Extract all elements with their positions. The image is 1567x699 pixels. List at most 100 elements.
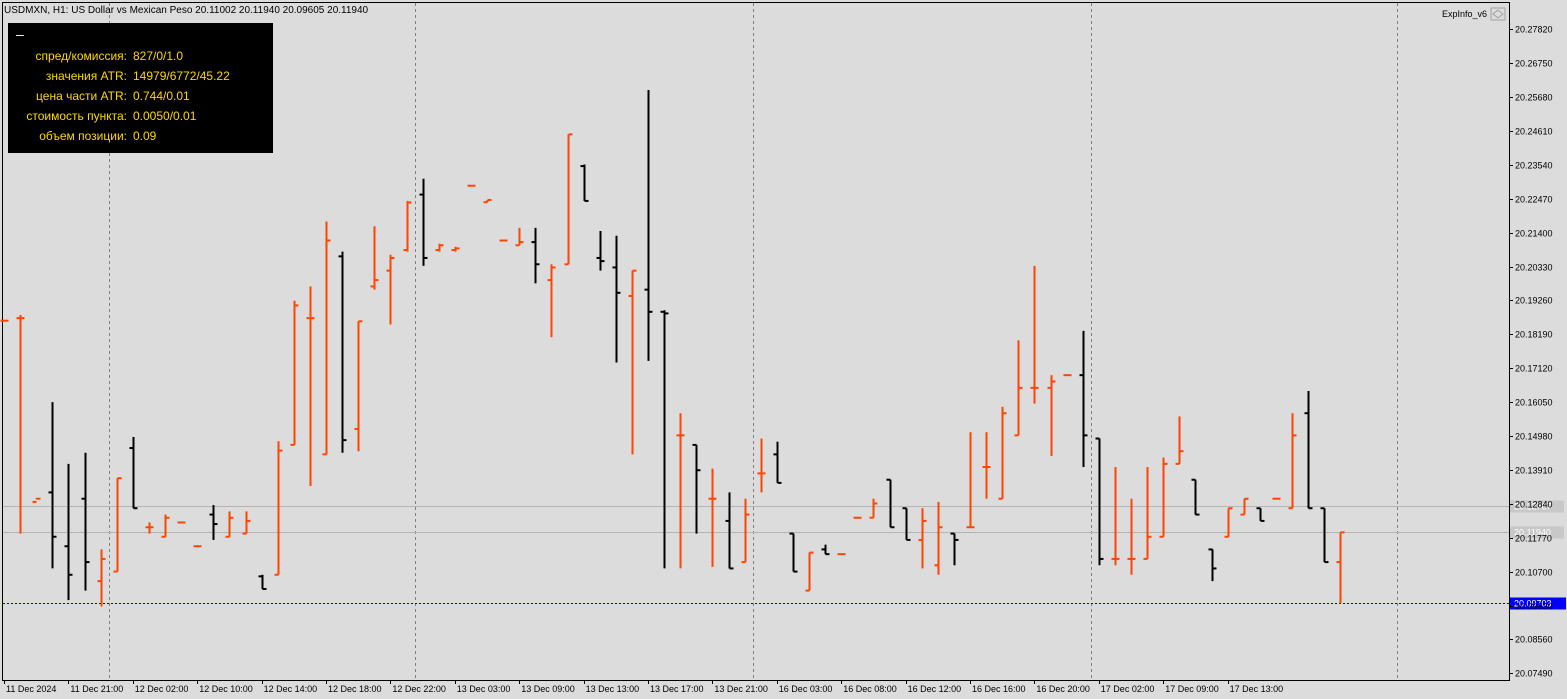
ohlc-bar	[81, 452, 90, 591]
y-tick-label: 20.27820	[1515, 25, 1553, 35]
ohlc-bar	[966, 432, 975, 529]
ohlc-bar	[708, 468, 717, 567]
ohlc-bar	[161, 514, 170, 538]
x-tick-label: 12 Dec 10:00	[199, 684, 253, 694]
ohlc-bar	[177, 521, 186, 524]
ohlc-bar	[773, 441, 782, 484]
info-row-spread: спред/комиссия: 827/0/1.0	[8, 46, 273, 66]
y-tick-label: 20.25680	[1515, 93, 1553, 103]
y-tick-label: 20.10700	[1515, 568, 1553, 578]
info-value: 14979/6772/45.22	[133, 69, 230, 83]
ohlc-bar	[692, 443, 701, 534]
plot-frame	[2, 2, 1510, 681]
ohlc-bar	[1111, 467, 1120, 566]
ohlc-bar	[258, 574, 267, 591]
ohlc-bar	[564, 133, 573, 266]
ohlc-bar	[483, 198, 492, 204]
ohlc-bar	[1288, 413, 1297, 510]
info-value: 827/0/1.0	[133, 49, 184, 63]
y-tick-label: 20.28890	[1515, 0, 1553, 1]
ohlc-bar	[821, 544, 830, 556]
x-tick-label: 12 Dec 18:00	[328, 684, 382, 694]
ohlc-bar	[1320, 507, 1329, 564]
ohlc-bar	[886, 478, 895, 529]
y-tick-label: 20.17120	[1515, 364, 1553, 374]
ohlc-bar	[789, 532, 798, 573]
ohlc-bar	[1256, 507, 1265, 522]
x-tick-label: 16 Dec 03:00	[779, 684, 833, 694]
x-tick-label: 17 Dec 02:00	[1101, 684, 1155, 694]
ohlc-bar	[612, 235, 621, 363]
x-tick-label: 17 Dec 13:00	[1230, 684, 1284, 694]
ohlc-bar	[242, 511, 251, 535]
expert-name: ExpInfo_v6	[1442, 9, 1487, 19]
x-tick-label: 13 Dec 21:00	[714, 684, 768, 694]
ohlc-bar	[1272, 497, 1281, 500]
info-label: значения ATR:	[45, 69, 127, 83]
info-label: стоимость пункта:	[26, 109, 127, 123]
ohlc-bar	[274, 441, 283, 576]
ohlc-bar	[869, 498, 878, 519]
ohlc-bar	[1191, 478, 1200, 516]
y-tick-label: 20.23540	[1515, 161, 1553, 171]
expert-hat-icon[interactable]	[1490, 7, 1506, 21]
ohlc-bar	[64, 463, 73, 601]
ohlc-bar	[467, 184, 476, 187]
ohlc-bar	[596, 231, 605, 271]
info-row-atr: значения ATR: 14979/6772/45.22	[8, 66, 273, 86]
y-tick-label: 20.11770	[1515, 534, 1552, 544]
x-tick-label: 13 Dec 13:00	[586, 684, 640, 694]
ohlc-bar	[145, 522, 154, 534]
ohlc-bar	[354, 320, 363, 452]
y-tick-label: 20.07490	[1515, 669, 1553, 679]
y-tick-label: 20.16050	[1515, 398, 1553, 408]
bid-badge	[1510, 597, 1566, 610]
ohlc-bar	[419, 178, 428, 266]
ohlc-bar	[1143, 467, 1152, 560]
ohlc-bar	[547, 264, 556, 338]
info-label: спред/комиссия:	[35, 49, 127, 63]
ohlc-bar	[757, 438, 766, 493]
y-tick-label: 20.14980	[1515, 432, 1553, 442]
symbol-info: USDMXN, H1: US Dollar vs Mexican Peso 20…	[4, 5, 369, 16]
ohlc-bar	[1175, 416, 1184, 465]
ohlc-bar	[97, 549, 106, 607]
ohlc-bar	[113, 477, 122, 573]
ohlc-bar	[48, 402, 57, 569]
ohlc-bar	[1030, 265, 1039, 404]
y-tick-label: 20.20330	[1515, 263, 1553, 273]
y-tick-label: 20.21400	[1515, 229, 1553, 239]
ohlc-bar	[32, 497, 41, 503]
ohlc-bar	[934, 501, 943, 575]
x-tick-label: 12 Dec 02:00	[135, 684, 189, 694]
x-tick-label: 13 Dec 17:00	[650, 684, 704, 694]
x-tick-label: 13 Dec 03:00	[457, 684, 511, 694]
ohlc-bar	[1304, 391, 1313, 510]
info-value: 0.09	[133, 129, 157, 143]
ohlc-bar	[805, 551, 814, 592]
ohlc-bar	[1047, 375, 1056, 456]
ohlc-bar	[1208, 548, 1217, 582]
info-row-atr-part: цена части ATR: 0.744/0.01	[8, 86, 273, 106]
info-row-volume: объем позиции: 0.09	[8, 126, 273, 146]
ohlc-bar	[1159, 457, 1168, 538]
y-tick-label: 20.19260	[1515, 296, 1553, 306]
info-label: объем позиции:	[39, 129, 127, 143]
panel-dash: –	[16, 26, 24, 42]
x-tick-label: 11 Dec 21:00	[70, 684, 123, 694]
ohlc-bar	[451, 246, 460, 252]
ohlc-bar	[1127, 498, 1136, 575]
x-tick-label: 16 Dec 08:00	[843, 684, 897, 694]
y-tick-label: 20.13910	[1515, 466, 1553, 476]
ohlc-bar	[306, 286, 315, 487]
x-tick-label: 17 Dec 09:00	[1165, 684, 1219, 694]
info-label: цена части ATR:	[36, 89, 127, 103]
info-value: 0.0050/0.01	[133, 109, 197, 123]
y-tick-label: 20.26750	[1515, 59, 1553, 69]
ohlc-bar	[225, 511, 234, 538]
info-row-point-cost: стоимость пункта: 0.0050/0.01	[8, 106, 273, 126]
price-level-label: 20.12767	[1514, 502, 1552, 512]
ohlc-bar	[1336, 531, 1345, 604]
